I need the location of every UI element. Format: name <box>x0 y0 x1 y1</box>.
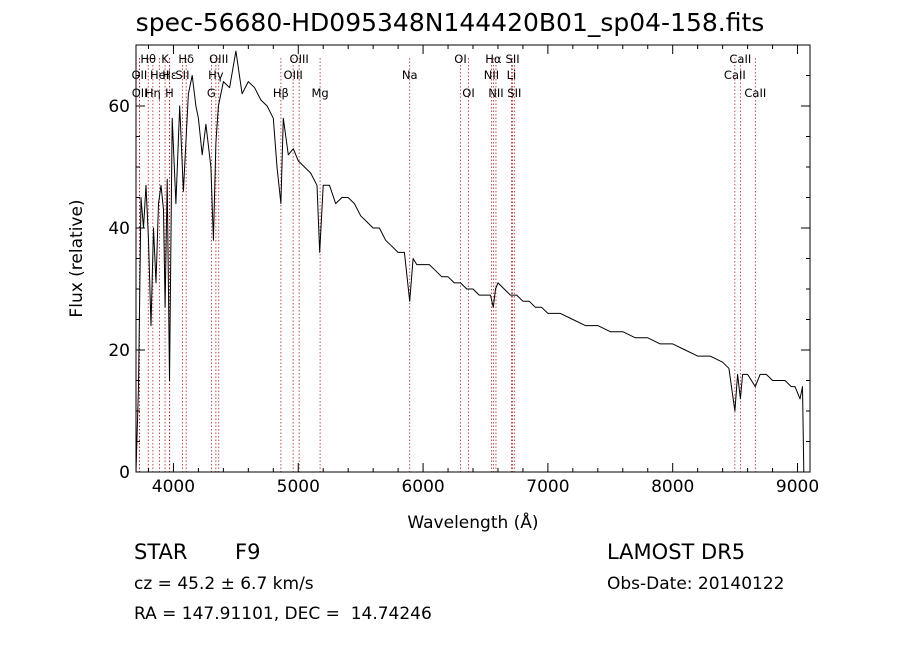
line-marker-label: CaII <box>724 68 746 82</box>
survey-name: LAMOST DR5 <box>607 540 746 564</box>
x-tick-label: 6000 <box>401 477 444 497</box>
line-marker-label: NII <box>488 86 503 100</box>
object-subclass: F9 <box>235 540 261 564</box>
line-marker-label: OIII <box>209 52 228 66</box>
x-tick-label: 7000 <box>526 477 569 497</box>
line-marker-label: Na <box>402 68 418 82</box>
line-marker-label: Mg <box>311 86 328 100</box>
x-tick-label: 9000 <box>776 477 819 497</box>
x-axis-label: Wavelength (Å) <box>407 511 538 533</box>
line-marker-label: HeI <box>150 68 169 82</box>
y-tick-label: 0 <box>119 463 130 483</box>
object-class: STAR <box>134 540 188 564</box>
line-marker-label: OIII <box>290 52 309 66</box>
line-marker-label: K <box>161 52 169 66</box>
observation-date: Obs-Date: 20140122 <box>607 574 785 594</box>
line-marker-label: OII <box>131 68 147 82</box>
line-marker-label: Hε <box>162 68 177 82</box>
plot-frame <box>135 44 811 473</box>
x-tick-label: 4000 <box>152 477 195 497</box>
y-axis-label: Flux (relative) <box>67 199 87 317</box>
x-tick-label: 8000 <box>651 477 694 497</box>
y-tick-label: 40 <box>108 219 130 239</box>
line-marker-label: Hβ <box>273 86 289 100</box>
line-marker-label: SII <box>175 68 189 82</box>
coordinates-readout: RA = 147.91101, DEC = 14.74246 <box>134 604 432 624</box>
line-marker-label: Hα <box>485 52 502 66</box>
line-marker-label: OII <box>132 86 148 100</box>
line-marker-label: OIII <box>284 68 303 82</box>
y-tick-label: 60 <box>108 97 130 117</box>
line-marker-label: Li <box>507 68 517 82</box>
line-marker-label: CaII <box>729 52 751 66</box>
line-marker-label: Hη <box>145 86 161 100</box>
spectrum-line <box>135 50 805 473</box>
y-tick-label: 20 <box>108 341 130 361</box>
line-marker-label: H <box>165 86 174 100</box>
line-marker-label: CaII <box>744 86 766 100</box>
line-marker-label: SII <box>507 86 521 100</box>
chart-title: spec-56680-HD095348N144420B01_sp04-158.f… <box>135 8 765 37</box>
line-marker-label: OI <box>454 52 466 66</box>
line-marker-label: Hδ <box>178 52 194 66</box>
x-tick-label: 5000 <box>277 477 320 497</box>
line-marker-label: OI <box>462 86 474 100</box>
redshift-readout: cz = 45.2 ± 6.7 km/s <box>134 574 314 594</box>
line-marker-label: G <box>207 86 216 100</box>
line-marker-label: Hθ <box>140 52 156 66</box>
line-marker-label: NII <box>484 68 499 82</box>
line-marker-label: SII <box>506 52 520 66</box>
line-marker-label: Hγ <box>208 68 224 82</box>
